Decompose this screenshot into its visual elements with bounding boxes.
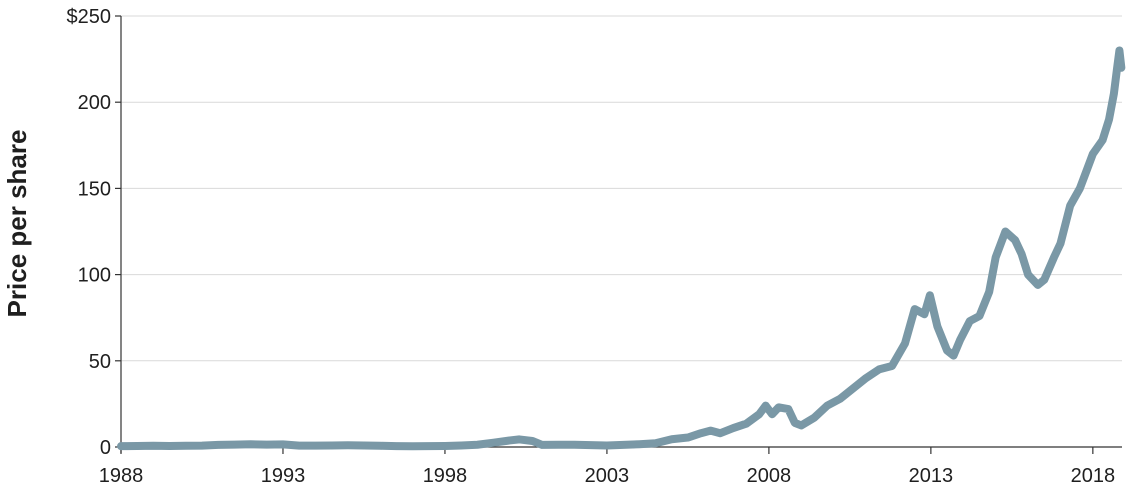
axes-layer xyxy=(115,15,1122,454)
y-tick-label: 100 xyxy=(78,265,111,287)
x-tick-label: 2003 xyxy=(585,465,630,487)
x-tick-label: 1993 xyxy=(261,465,306,487)
x-tick-label: 2018 xyxy=(1071,465,1116,487)
y-tick-label: 150 xyxy=(78,178,111,200)
x-tick-label: 1988 xyxy=(99,465,144,487)
x-tick-label: 2013 xyxy=(909,465,954,487)
y-axis-title: Price per share xyxy=(2,130,32,318)
y-tick-label: $250 xyxy=(67,6,112,28)
series-layer xyxy=(117,46,1126,451)
x-tick-label: 1998 xyxy=(423,465,468,487)
y-tick-label: 50 xyxy=(89,351,111,373)
series-line xyxy=(117,46,1126,451)
y-tick-label: 0 xyxy=(100,437,111,459)
y-tick-label: 200 xyxy=(78,92,111,114)
grid-layer xyxy=(121,15,1122,362)
x-tick-label: 2008 xyxy=(747,465,792,487)
labels-layer: 0 50 100 150 200 $250 1988 1993 1998 2003 2008 2013… xyxy=(67,6,1116,487)
